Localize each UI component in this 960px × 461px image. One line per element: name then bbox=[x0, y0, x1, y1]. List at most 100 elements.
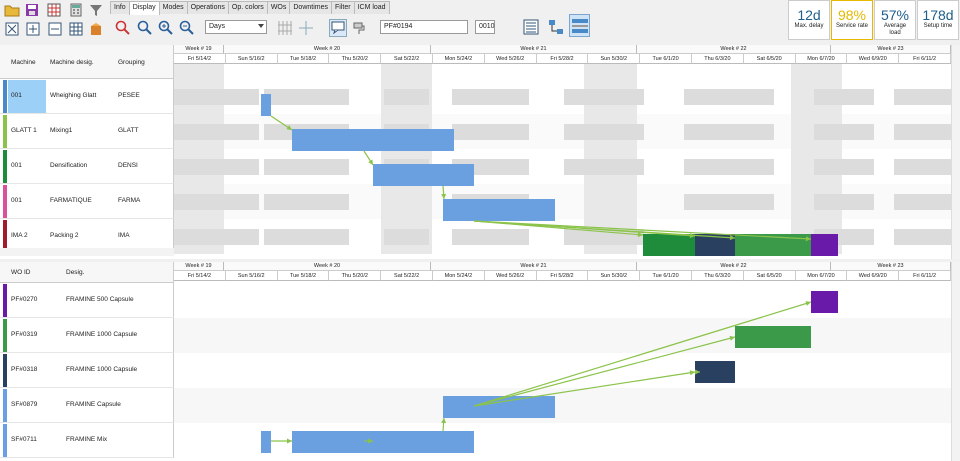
kpi-setup-time: 178d Setup time bbox=[917, 0, 959, 40]
work-order-row[interactable]: SF#0879 FRAMINE Capsule bbox=[0, 388, 174, 423]
downtime-block bbox=[452, 124, 529, 140]
tab-downtimes[interactable]: Downtimes bbox=[289, 1, 332, 14]
bottom-vertical-scrollbar[interactable] bbox=[951, 262, 960, 461]
zoom-out-icon[interactable] bbox=[178, 19, 196, 37]
downtime-block bbox=[384, 229, 429, 245]
operation-bar[interactable] bbox=[643, 234, 695, 256]
operation-bar[interactable] bbox=[695, 361, 735, 383]
work-order-row[interactable]: SF#0711 FRAMINE Mix bbox=[0, 423, 174, 458]
work-order-row[interactable]: PF#0319 FRAMINE 1000 Capsule bbox=[0, 318, 174, 353]
machine-row[interactable]: 001 Densification DENSI bbox=[0, 149, 174, 184]
kpi-value: 178d bbox=[918, 7, 958, 23]
week-label: Week # 19 bbox=[174, 262, 224, 271]
day-label: Wed 6/9/20 bbox=[847, 271, 899, 281]
kpi-average-load: 57% Average load bbox=[874, 0, 916, 40]
kpi-value: 57% bbox=[875, 7, 915, 23]
downtime-block bbox=[264, 229, 349, 245]
machine-row[interactable]: 001 Wheighing Glatt PESEE bbox=[0, 79, 174, 114]
kpi-label: Setup time bbox=[918, 23, 958, 30]
top-vertical-scrollbar[interactable] bbox=[951, 45, 960, 259]
period-select[interactable]: Days bbox=[205, 20, 267, 34]
grouping-cell: PESEE bbox=[118, 92, 140, 99]
row-color-bar bbox=[3, 284, 7, 317]
kpi-label: Average load bbox=[880, 23, 910, 37]
operation-bar[interactable] bbox=[292, 431, 474, 453]
work-order-row[interactable]: PF#0318 FRAMINE 1000 Capsule bbox=[0, 353, 174, 388]
gantt-view-icon[interactable] bbox=[569, 14, 590, 37]
downtime-block bbox=[684, 89, 774, 105]
day-label: Mon 6/7/20 bbox=[796, 271, 848, 281]
machine-desig-cell: Densification bbox=[50, 162, 87, 169]
open-folder-icon[interactable] bbox=[3, 2, 21, 18]
downtime-block bbox=[264, 89, 349, 105]
kpi-label: Service rate bbox=[832, 23, 872, 30]
save-icon[interactable] bbox=[23, 2, 41, 18]
crosshair-icon[interactable] bbox=[297, 19, 315, 37]
day-label: Sun 5/30/2 bbox=[588, 54, 640, 64]
network-icon[interactable] bbox=[546, 17, 566, 37]
row-color-bar bbox=[3, 150, 7, 183]
work-order-gantt-canvas[interactable] bbox=[174, 281, 951, 461]
day-label: Tue 5/18/2 bbox=[278, 271, 330, 281]
machine-row[interactable]: 001 FARMATIQUE FARMA bbox=[0, 184, 174, 219]
operation-bar[interactable] bbox=[261, 431, 271, 453]
left-horizontal-scrollbar[interactable] bbox=[0, 248, 174, 256]
machine-row[interactable]: GLATT 1 Mixing1 GLATT bbox=[0, 114, 174, 149]
row-color-bar bbox=[3, 319, 7, 352]
kpi-label: Max. delay bbox=[789, 23, 829, 30]
tab-display[interactable]: Display bbox=[129, 1, 160, 15]
tab-icm-load[interactable]: ICM load bbox=[354, 1, 390, 14]
operation-bar[interactable] bbox=[443, 199, 555, 221]
work-order-gantt[interactable]: Week # 19 Week # 20 Week # 21 Week # 22 Week… bbox=[174, 262, 951, 461]
box-icon[interactable] bbox=[88, 21, 104, 37]
machine-cell: 001 bbox=[11, 92, 22, 99]
calculator-icon[interactable] bbox=[67, 2, 85, 18]
downtime-block bbox=[894, 229, 951, 245]
downtime-block bbox=[894, 194, 951, 210]
grid-lines-icon[interactable] bbox=[276, 19, 294, 37]
collapse-icon[interactable] bbox=[46, 21, 64, 37]
col-machine-desig: Machine desig. bbox=[50, 59, 94, 66]
operation-bar[interactable] bbox=[261, 94, 271, 116]
order-input[interactable]: PF#0194 bbox=[380, 20, 468, 34]
operation-bar[interactable] bbox=[811, 291, 838, 313]
tab-op-colors[interactable]: Op. colors bbox=[228, 1, 268, 14]
operation-input[interactable]: 0010 bbox=[475, 20, 495, 34]
downtime-block bbox=[814, 89, 874, 105]
table-icon[interactable] bbox=[67, 21, 85, 37]
grouping-cell: GLATT bbox=[118, 127, 138, 134]
comment-icon[interactable] bbox=[329, 19, 347, 37]
wo-desig-cell: FRAMINE Capsule bbox=[66, 401, 121, 408]
machine-desig-cell: Packing 2 bbox=[50, 232, 79, 239]
tab-modes[interactable]: Modes bbox=[159, 1, 188, 14]
row-color-bar bbox=[3, 354, 7, 387]
tab-filter[interactable]: Filter bbox=[331, 1, 355, 14]
wo-desig-cell: FRAMINE 1000 Capsule bbox=[66, 366, 137, 373]
operation-bar[interactable] bbox=[811, 234, 838, 256]
downtime-block bbox=[174, 124, 259, 140]
col-desig: Desig. bbox=[66, 269, 84, 276]
tab-operations[interactable]: Operations bbox=[187, 1, 229, 14]
brush-icon[interactable] bbox=[350, 19, 368, 37]
operation-bar[interactable] bbox=[292, 129, 454, 151]
row-color-bar bbox=[3, 80, 7, 113]
tab-info[interactable]: Info bbox=[110, 1, 130, 14]
machine-gantt-canvas[interactable] bbox=[174, 64, 951, 259]
zoom-red-icon[interactable] bbox=[114, 19, 132, 37]
tab-wos[interactable]: WOs bbox=[267, 1, 291, 14]
expand-icon[interactable] bbox=[24, 21, 42, 37]
machine-cell: 001 bbox=[11, 162, 22, 169]
zoom-in-icon[interactable] bbox=[157, 19, 175, 37]
list-view-icon[interactable] bbox=[521, 17, 541, 37]
machine-gantt[interactable]: Week # 19 Week # 20 Week # 21 Week # 22 Week… bbox=[174, 45, 951, 259]
work-order-row[interactable]: PF#0270 FRAMINE 500 Capsule bbox=[0, 283, 174, 318]
operation-bar[interactable] bbox=[735, 326, 811, 348]
operation-bar[interactable] bbox=[373, 164, 474, 186]
zoom-reset-icon[interactable] bbox=[136, 19, 154, 37]
week-label: Week # 20 bbox=[224, 45, 431, 54]
filter-icon[interactable] bbox=[88, 2, 104, 18]
zoom-fit-icon[interactable] bbox=[3, 21, 21, 37]
grid-icon[interactable] bbox=[45, 2, 63, 18]
day-label: Sun 5/16/2 bbox=[226, 54, 278, 64]
kpi-value: 98% bbox=[832, 7, 872, 23]
